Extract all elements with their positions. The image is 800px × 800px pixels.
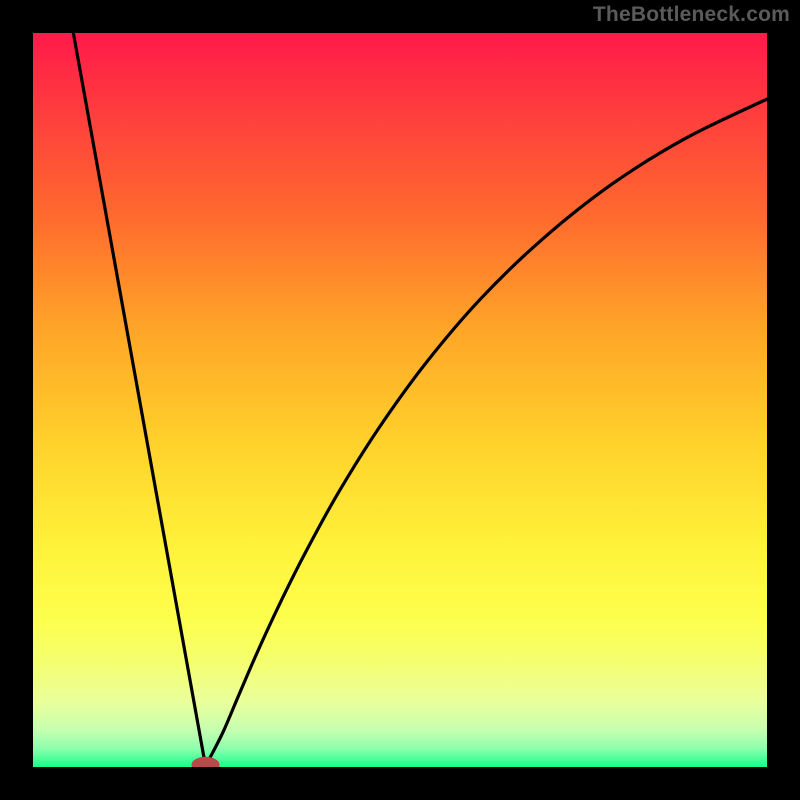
chart-container: TheBottleneck.com bbox=[0, 0, 800, 800]
plot-area bbox=[33, 33, 767, 767]
attribution-text: TheBottleneck.com bbox=[593, 3, 790, 27]
plot-svg bbox=[33, 33, 767, 767]
